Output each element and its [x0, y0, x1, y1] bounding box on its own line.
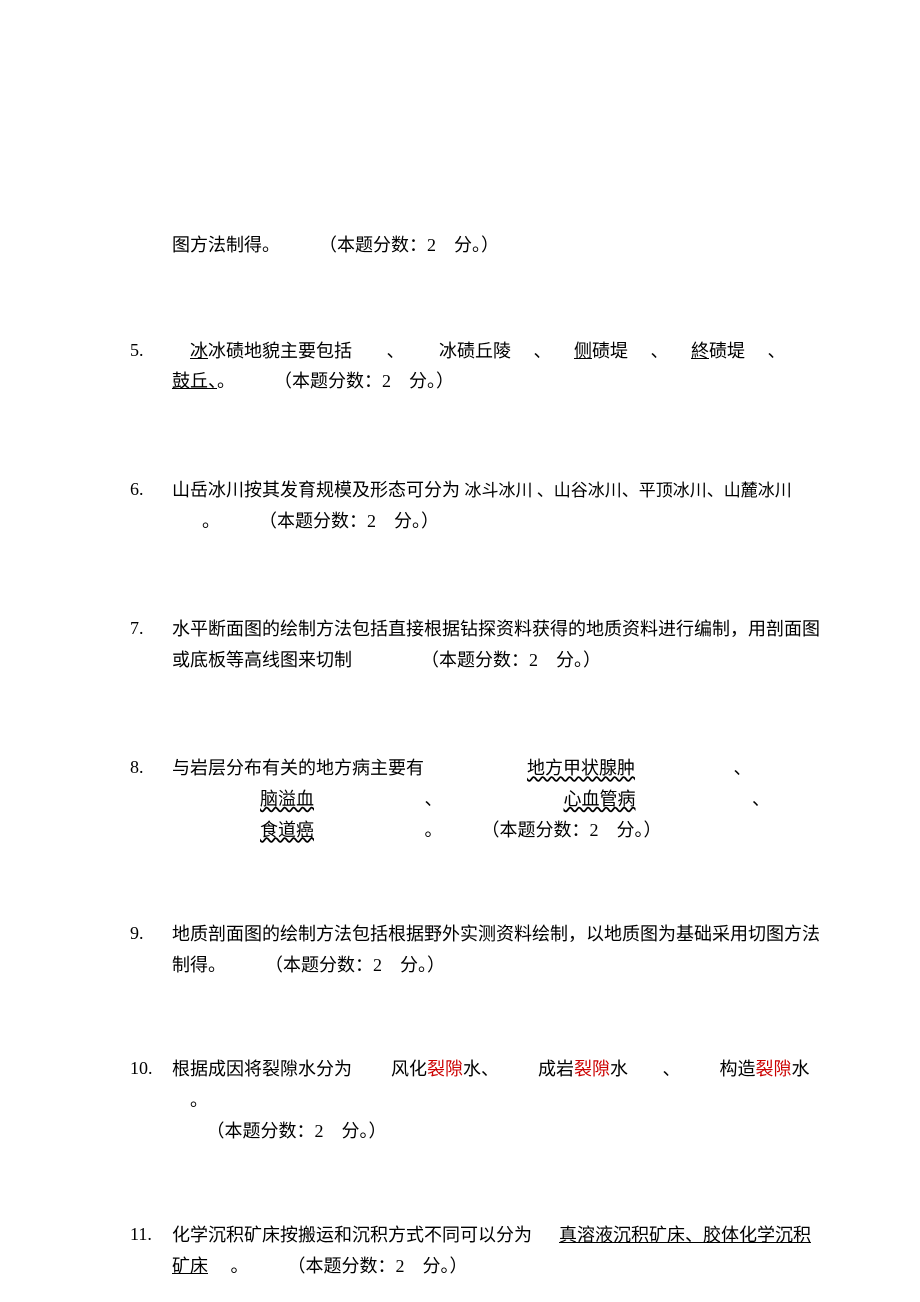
sep: 、: [663, 1059, 681, 1079]
q5-score: （本题分数：2 分。）: [274, 371, 454, 391]
question-body: 图方法制得。 （本题分数：2 分。）: [172, 230, 820, 261]
question-body: 化学沉积矿床按搬运和沉积方式不同可以分为 真溶液沉积矿床、胶体化学沉积矿床 。 …: [172, 1220, 820, 1281]
q5-text1: 冰碛地貌主要包括: [208, 341, 352, 361]
q7-score: （本题分数：2 分。）: [421, 650, 601, 670]
q10-a3-post: 水: [792, 1059, 810, 1079]
q10-a2-red: 裂隙: [574, 1059, 610, 1079]
question-4-tail: 图方法制得。 （本题分数：2 分。）: [130, 230, 820, 261]
q10-a2-post: 水: [610, 1059, 628, 1079]
q8-ans2: 脑溢血: [172, 784, 402, 815]
q5-ans1: 冰: [190, 341, 208, 361]
page-content: 图方法制得。 （本题分数：2 分。） 5. 冰冰碛地貌主要包括 、 冰碛丘陵 、…: [0, 0, 920, 1281]
sep: 。: [202, 511, 220, 531]
end: 。: [231, 1256, 249, 1276]
q8-ans3: 心血管病: [470, 784, 730, 815]
question-number: 5.: [130, 336, 172, 397]
q8-text1: 与岩层分布有关的地方病主要有: [172, 758, 424, 778]
q11-text1: 化学沉积矿床按搬运和沉积方式不同可以分为: [172, 1225, 532, 1245]
question-number: 9.: [130, 919, 172, 980]
question-body: 山岳冰川按其发育规模及形态可分为 冰斗冰川 、山谷冰川、平顶冰川、山麓冰川 。 …: [172, 475, 820, 536]
q6-ans: 冰斗冰川 、山谷冰川、平顶冰川、山麓冰川: [465, 481, 792, 500]
q10-a1-post: 水、: [463, 1059, 499, 1079]
sep: 。: [217, 371, 235, 391]
q6-score: （本题分数：2 分。）: [259, 511, 439, 531]
question-body: 冰冰碛地貌主要包括 、 冰碛丘陵 、 侧碛堤 、 終碛堤 、 鼓丘、。 （本题分…: [172, 336, 820, 397]
question-body: 地质剖面图的绘制方法包括根据野外实测资料绘制，以地质图为基础采用切图方法制得。 …: [172, 919, 820, 980]
question-number: 7.: [130, 614, 172, 675]
question-number: 6.: [130, 475, 172, 536]
question-number: 8.: [130, 753, 172, 845]
q10-text1: 根据成因将裂隙水分为: [172, 1059, 352, 1079]
end: 。: [190, 1090, 208, 1110]
question-5: 5. 冰冰碛地貌主要包括 、 冰碛丘陵 、 侧碛堤 、 終碛堤 、 鼓丘、。 （…: [130, 336, 820, 397]
question-body: 与岩层分布有关的地方病主要有 地方甲状腺肿 、 脑溢血 、 心血管病 、 食道癌…: [172, 753, 820, 845]
question-11: 11. 化学沉积矿床按搬运和沉积方式不同可以分为 真溶液沉积矿床、胶体化学沉积矿…: [130, 1220, 820, 1281]
question-6: 6. 山岳冰川按其发育规模及形态可分为 冰斗冰川 、山谷冰川、平顶冰川、山麓冰川…: [130, 475, 820, 536]
sep: 、: [651, 341, 669, 361]
sep: 、: [768, 341, 786, 361]
q5-text2: 冰碛丘陵: [439, 341, 511, 361]
sep: 、: [534, 341, 552, 361]
q10-score: （本题分数：2 分。）: [207, 1121, 387, 1141]
q8-score: （本题分数：2 分。）: [482, 820, 662, 840]
sep: 、: [734, 758, 752, 778]
question-9: 9. 地质剖面图的绘制方法包括根据野外实测资料绘制，以地质图为基础采用切图方法制…: [130, 919, 820, 980]
q5-ans5: 鼓丘、: [172, 371, 217, 391]
q6-text1: 山岳冰川按其发育规模及形态可分为: [172, 480, 460, 500]
q4-score: （本题分数：2 分。）: [319, 235, 499, 255]
q10-a3-red: 裂隙: [756, 1059, 792, 1079]
q4-text: 图方法制得。: [172, 235, 280, 255]
q5-ans3: 侧: [574, 341, 592, 361]
question-number: 10.: [130, 1054, 172, 1146]
question-body: 根据成因将裂隙水分为 风化裂隙水、 成岩裂隙水 、 构造裂隙水 。 （本题分数：…: [172, 1054, 820, 1146]
q5-ans4: 終: [691, 341, 709, 361]
sep: 、: [387, 341, 405, 361]
sep: 、: [425, 789, 443, 809]
end: 。: [425, 820, 443, 840]
question-8: 8. 与岩层分布有关的地方病主要有 地方甲状腺肿 、 脑溢血 、 心血管病 、 …: [130, 753, 820, 845]
q5-text4: 碛堤: [709, 341, 745, 361]
q10-a2-pre: 成岩: [538, 1059, 574, 1079]
question-number: [130, 230, 172, 261]
question-7: 7. 水平断面图的绘制方法包括直接根据钻探资料获得的地质资料进行编制，用剖面图或…: [130, 614, 820, 675]
q11-score: （本题分数：2 分。）: [288, 1256, 468, 1276]
q10-a1-red: 裂隙: [427, 1059, 463, 1079]
question-10: 10. 根据成因将裂隙水分为 风化裂隙水、 成岩裂隙水 、 构造裂隙水 。 （本…: [130, 1054, 820, 1146]
question-number: 11.: [130, 1220, 172, 1281]
q9-score: （本题分数：2 分。）: [265, 955, 445, 975]
sep: 、: [752, 789, 770, 809]
q5-text3: 碛堤: [592, 341, 628, 361]
question-body: 水平断面图的绘制方法包括直接根据钻探资料获得的地质资料进行编制，用剖面图或底板等…: [172, 614, 820, 675]
q10-a3-pre: 构造: [720, 1059, 756, 1079]
q8-ans1: 地方甲状腺肿: [451, 753, 711, 784]
q8-ans4: 食道癌: [172, 815, 402, 846]
q10-a1-pre: 风化: [391, 1059, 427, 1079]
